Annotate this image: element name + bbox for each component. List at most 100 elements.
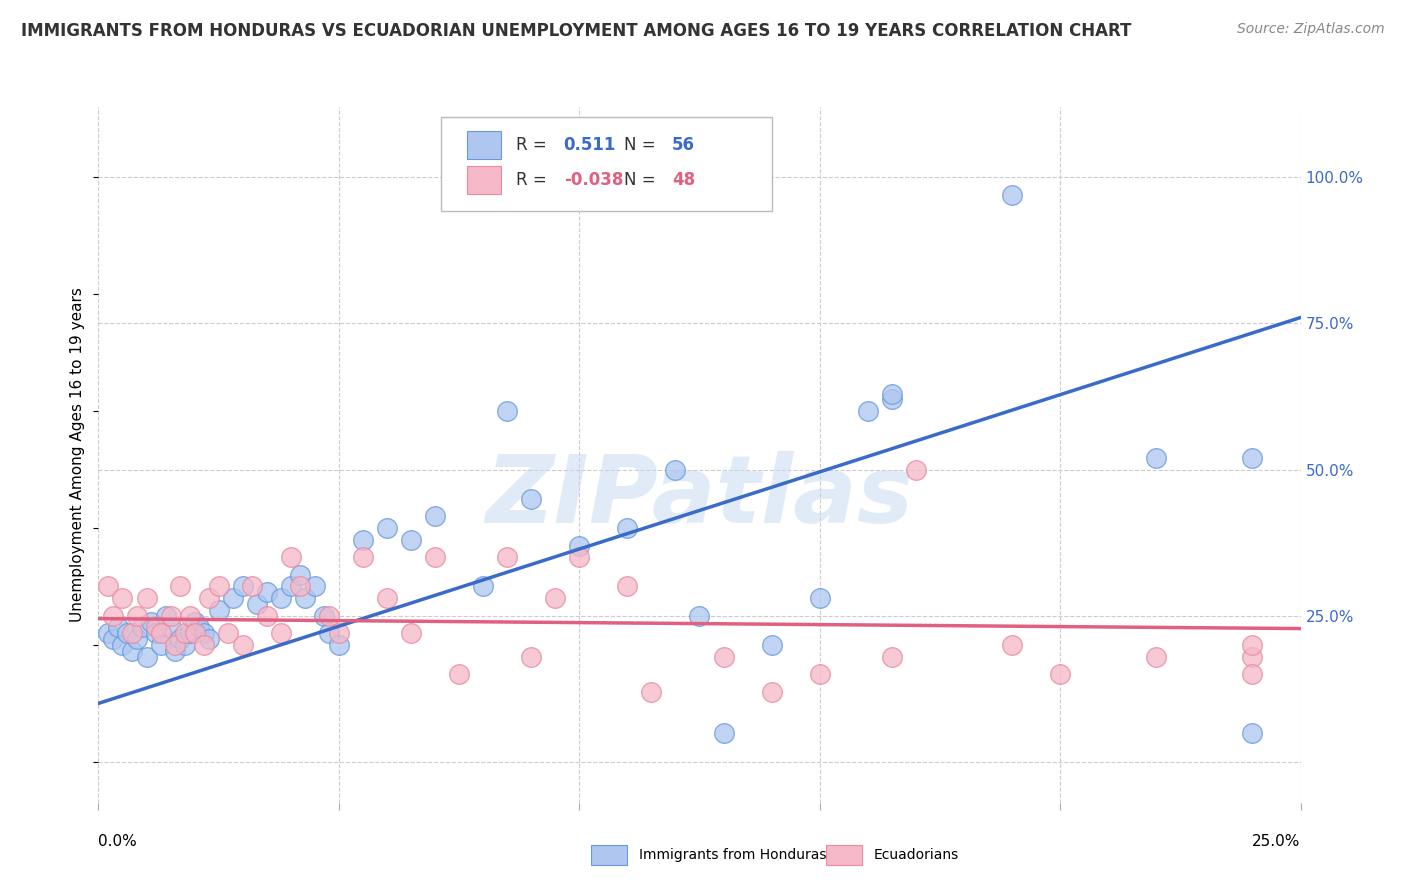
Point <box>270 626 292 640</box>
Text: 25.0%: 25.0% <box>1253 834 1301 849</box>
Point <box>423 509 446 524</box>
Point <box>169 579 191 593</box>
Point <box>183 626 205 640</box>
Point <box>208 579 231 593</box>
Point <box>761 684 783 698</box>
Point <box>232 579 254 593</box>
Text: -0.038: -0.038 <box>564 171 623 189</box>
Point <box>1241 649 1264 664</box>
Point <box>568 550 591 565</box>
Text: R =: R = <box>516 171 551 189</box>
Point <box>135 649 157 664</box>
Point <box>1049 667 1071 681</box>
Point <box>217 626 239 640</box>
Text: ZIPatlas: ZIPatlas <box>485 450 914 542</box>
Point <box>107 620 129 634</box>
Point <box>880 649 903 664</box>
Point <box>399 626 422 640</box>
Point <box>159 608 181 623</box>
Point <box>1001 638 1024 652</box>
Point <box>174 626 197 640</box>
Point <box>165 644 187 658</box>
Text: Immigrants from Honduras: Immigrants from Honduras <box>640 848 827 862</box>
Point <box>328 638 350 652</box>
Point <box>111 638 134 652</box>
Point <box>472 579 495 593</box>
Point <box>713 725 735 739</box>
Point <box>141 615 163 629</box>
Point <box>713 649 735 664</box>
Point <box>1001 187 1024 202</box>
Point <box>318 626 340 640</box>
Point <box>145 620 167 634</box>
Point <box>496 404 519 418</box>
Text: N =: N = <box>624 136 661 154</box>
FancyBboxPatch shape <box>441 118 772 211</box>
Point <box>145 626 167 640</box>
Point <box>125 608 148 623</box>
Point <box>1241 450 1264 465</box>
Text: 0.511: 0.511 <box>564 136 616 154</box>
Point <box>155 608 177 623</box>
Point <box>290 567 312 582</box>
Point <box>318 608 340 623</box>
Point <box>183 615 205 629</box>
Point <box>198 591 221 606</box>
Point <box>640 684 662 698</box>
Point <box>375 591 398 606</box>
Point <box>135 591 157 606</box>
Point <box>520 649 543 664</box>
Text: R =: R = <box>516 136 551 154</box>
Point <box>256 608 278 623</box>
Point <box>544 591 567 606</box>
Point <box>101 632 124 646</box>
Point <box>290 579 312 593</box>
Point <box>328 626 350 640</box>
FancyBboxPatch shape <box>467 131 501 159</box>
Point <box>1144 450 1167 465</box>
Point <box>808 591 831 606</box>
Point <box>240 579 263 593</box>
Point <box>352 533 374 547</box>
Point <box>179 626 201 640</box>
FancyBboxPatch shape <box>825 845 862 865</box>
Point <box>496 550 519 565</box>
Point <box>280 550 302 565</box>
Point <box>232 638 254 652</box>
Point <box>904 462 927 476</box>
Point <box>808 667 831 681</box>
Point <box>208 603 231 617</box>
Point <box>616 521 638 535</box>
Point <box>246 597 269 611</box>
Point <box>1241 667 1264 681</box>
Point <box>165 638 187 652</box>
Point <box>121 626 143 640</box>
Point <box>447 667 470 681</box>
Point <box>117 626 139 640</box>
Point <box>423 550 446 565</box>
Point <box>256 585 278 599</box>
Text: Source: ZipAtlas.com: Source: ZipAtlas.com <box>1237 22 1385 37</box>
Text: 56: 56 <box>672 136 695 154</box>
FancyBboxPatch shape <box>592 845 627 865</box>
Text: 48: 48 <box>672 171 695 189</box>
Point <box>568 539 591 553</box>
Point <box>169 632 191 646</box>
Point <box>880 392 903 407</box>
Point <box>188 620 211 634</box>
Y-axis label: Unemployment Among Ages 16 to 19 years: Unemployment Among Ages 16 to 19 years <box>70 287 86 623</box>
Point <box>193 626 215 640</box>
Text: N =: N = <box>624 171 661 189</box>
Point <box>294 591 316 606</box>
Text: 0.0%: 0.0% <box>98 834 138 849</box>
Point <box>97 579 120 593</box>
Point <box>352 550 374 565</box>
Point <box>270 591 292 606</box>
Point <box>97 626 120 640</box>
Point <box>149 626 172 640</box>
Point <box>101 608 124 623</box>
FancyBboxPatch shape <box>467 166 501 194</box>
Point <box>121 644 143 658</box>
Point <box>616 579 638 593</box>
Point <box>1241 638 1264 652</box>
